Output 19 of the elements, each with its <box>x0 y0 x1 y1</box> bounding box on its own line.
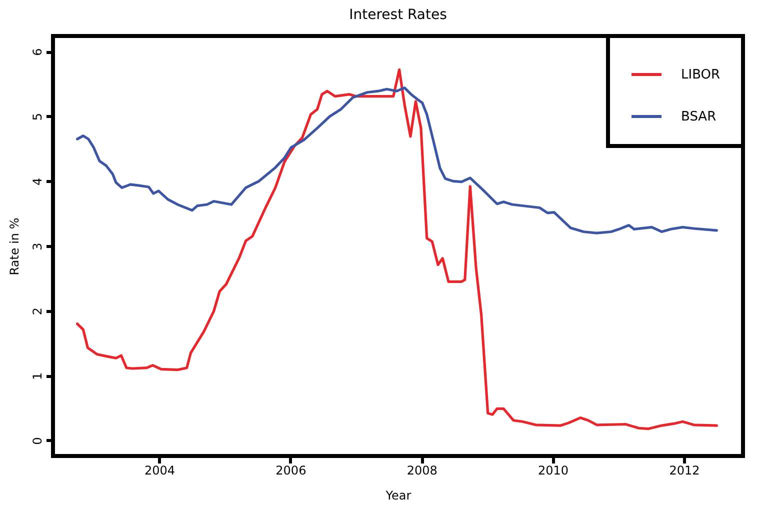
line-series <box>76 68 718 430</box>
line-series <box>76 86 718 234</box>
y-tick-label: 6 <box>30 48 44 56</box>
x-tick-label: 2010 <box>538 464 569 478</box>
x-tick-label: 2008 <box>406 464 438 478</box>
y-axis-title: Rate in % <box>8 218 22 276</box>
legend-label: LIBOR <box>681 68 720 82</box>
y-tick-label: 3 <box>30 242 44 250</box>
y-tick-label: 4 <box>30 178 44 186</box>
legend-label: BSAR <box>681 110 716 124</box>
y-tick-label: 1 <box>30 372 44 380</box>
y-tick-label: 2 <box>30 307 44 316</box>
x-tick-label: 2004 <box>144 464 176 478</box>
x-axis-title: Year <box>384 488 412 502</box>
y-tick-label: 5 <box>30 113 44 121</box>
y-tick-label: 0 <box>30 437 44 445</box>
chart-title: Interest Rates <box>349 7 447 23</box>
x-tick-label: 2012 <box>669 464 700 478</box>
x-tick-label: 2006 <box>276 464 306 478</box>
